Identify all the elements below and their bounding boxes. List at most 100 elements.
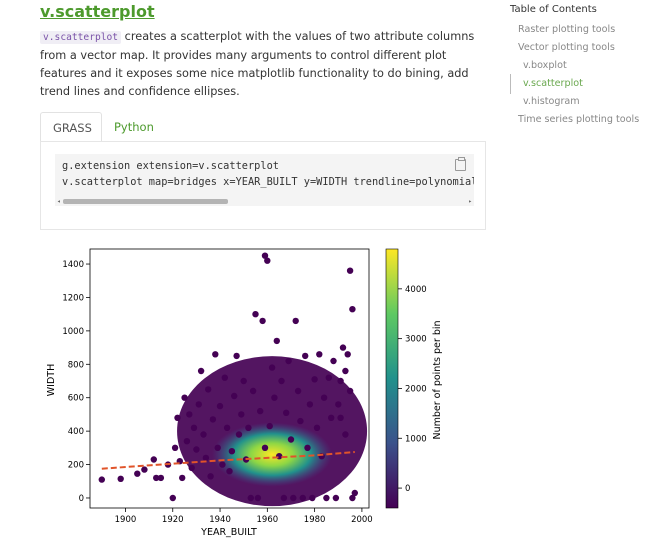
scatter-point [197, 367, 205, 375]
y-tick-label: 600 [68, 394, 84, 404]
horizontal-scrollbar[interactable]: ◂ ▸ [55, 197, 474, 206]
colorbar-tick-label: 3000 [405, 335, 427, 345]
dense-peak [212, 422, 333, 487]
scatter-point [216, 402, 224, 410]
scatter-point [228, 448, 236, 455]
scatter-point [252, 311, 259, 318]
scatter-point [257, 407, 264, 415]
scatter-point [273, 337, 280, 345]
scatter-point [311, 376, 318, 383]
scatter-point [278, 377, 285, 385]
scatter-point [261, 252, 269, 259]
colorbar-tick-label: 1000 [405, 434, 427, 444]
tab-grass[interactable]: GRASS [40, 112, 102, 142]
toc-title: Table of Contents [510, 4, 597, 15]
scatter-point [235, 431, 243, 438]
scatter-point [240, 377, 247, 385]
scatter-point [212, 351, 219, 358]
scatter-point [325, 374, 332, 381]
scatter-point [320, 394, 328, 401]
code-line: v.scatterplot map=bridges x=YEAR_BUILT y… [62, 176, 474, 188]
scatter-point [259, 317, 266, 325]
scatter-point [190, 424, 198, 431]
scatter-point [249, 387, 257, 395]
y-tick-label: 800 [68, 360, 84, 370]
toc-item-vector[interactable]: Vector plotting tools [518, 42, 615, 53]
toc-item-raster[interactable]: Raster plotting tools [518, 24, 616, 35]
scatter-point [98, 476, 106, 483]
scatter-point [309, 494, 316, 502]
x-tick-label: 1940 [209, 515, 231, 525]
scatter-point [150, 456, 157, 463]
scatter-point [134, 470, 141, 477]
scatter-point [302, 352, 309, 360]
y-axis-ticks: 0 200 400 600 800 1000 1200 1400 [62, 260, 90, 504]
scatter-point [313, 424, 321, 431]
scatter-point [221, 374, 228, 381]
y-tick-label: 200 [68, 461, 84, 471]
toc-item-timeseries[interactable]: Time series plotting tools [518, 114, 640, 125]
scatter-point [287, 436, 295, 443]
scatter-point [292, 317, 299, 325]
tab-panel-grass: g.extension extension=v.scatterplot v.sc… [40, 141, 486, 230]
colorbar-tick-label: 4000 [405, 285, 427, 295]
code-tabs: GRASS Python [40, 112, 487, 142]
scatter-point [264, 257, 271, 264]
scatter-point [193, 446, 200, 453]
copy-icon[interactable] [455, 157, 466, 171]
y-tick-label: 1000 [62, 327, 84, 337]
scatter-point [297, 417, 304, 425]
scatter-point [245, 424, 252, 431]
scatter-point [226, 468, 233, 475]
tab-python[interactable]: Python [114, 120, 154, 134]
scatter-point [335, 401, 342, 408]
scatter-point [207, 473, 214, 480]
colorbar-ticks: 0 1000 2000 3000 4000 [398, 285, 427, 494]
points-layer [98, 252, 358, 502]
scatter-point [266, 422, 273, 430]
scroll-right-icon[interactable]: ▸ [468, 198, 472, 205]
scatter-point [171, 444, 179, 451]
scatter-point [205, 386, 212, 393]
scatter-point [117, 475, 124, 482]
scatter-point [283, 409, 290, 416]
scatter-point [304, 444, 311, 451]
scatter-point [223, 424, 231, 431]
y-tick-label: 1200 [62, 293, 84, 303]
scatter-point [339, 344, 347, 351]
scatter-point [169, 494, 176, 502]
scatter-point [351, 489, 358, 497]
scatter-point [349, 306, 356, 313]
scatter-point [254, 494, 262, 502]
toc-active-marker [510, 74, 511, 94]
toc-item-scatterplot[interactable]: v.scatterplot [523, 78, 583, 89]
x-axis-label: YEAR_BUILT [200, 527, 257, 538]
x-tick-label: 1900 [115, 515, 137, 525]
colorbar-tick-label: 0 [405, 484, 410, 494]
scatter-point [200, 431, 207, 438]
scatter-point [299, 494, 306, 502]
dense-cloud [177, 356, 368, 507]
scatter-point [157, 474, 165, 482]
scatter-point [188, 464, 195, 472]
scatter-point [346, 267, 354, 274]
scatter-point [261, 444, 269, 451]
scroll-left-icon[interactable]: ◂ [57, 198, 61, 205]
scatter-point [214, 444, 221, 451]
scatter-point [342, 367, 349, 375]
page-title[interactable]: v.scatterplot [40, 2, 155, 21]
scatter-point [153, 474, 160, 482]
scatter-point [181, 394, 188, 401]
code-block: g.extension extension=v.scatterplot v.sc… [55, 154, 474, 206]
toc-item-boxplot[interactable]: v.boxplot [523, 60, 567, 71]
x-axis-ticks: 1900 1920 1940 1960 1980 2000 [115, 508, 373, 525]
scatter-point [342, 431, 349, 438]
y-axis-label: WIDTH [46, 364, 57, 396]
colorbar-label: Number of points per bin [432, 320, 443, 439]
scrollbar-thumb[interactable] [63, 199, 228, 204]
colorbar [385, 248, 399, 509]
trendline [101, 451, 355, 470]
y-tick-label: 1400 [62, 260, 84, 270]
toc-item-histogram[interactable]: v.histogram [523, 96, 580, 107]
